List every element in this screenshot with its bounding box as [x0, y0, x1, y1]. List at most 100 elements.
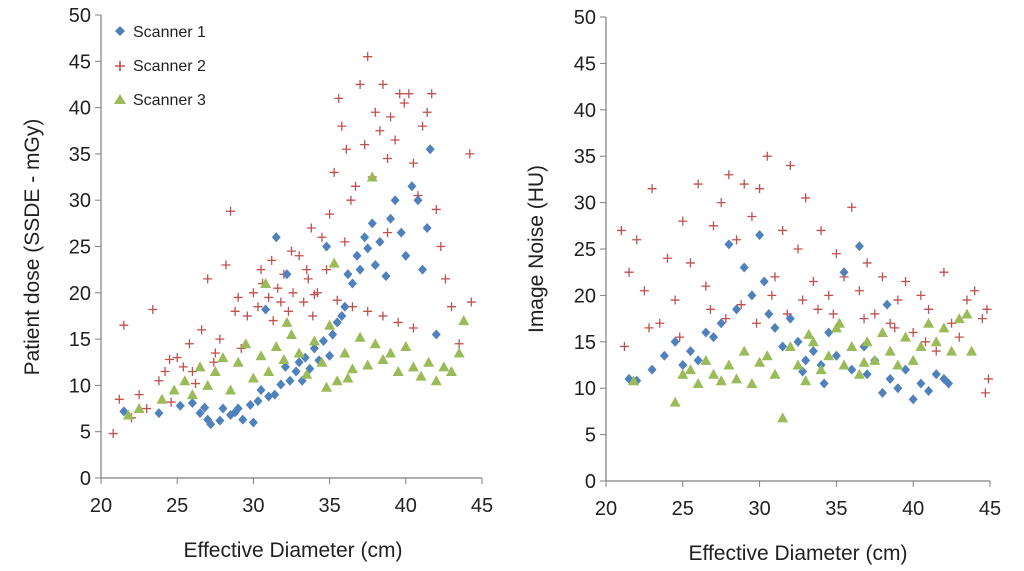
left-point-scanner-2 [197, 325, 207, 335]
left-point-scanner-1 [401, 250, 411, 261]
left-point-scanner-1 [340, 301, 350, 312]
left-y-tick-label: 5 [80, 422, 91, 444]
right-x-axis-title: Effective Diameter (cm) [689, 542, 908, 565]
right-point-scanner-2 [982, 304, 992, 314]
right-point-scanner-2 [980, 388, 990, 398]
left-point-scanner-2 [226, 206, 236, 216]
right-y-tick-label: 45 [574, 53, 596, 75]
left-point-scanner-3 [458, 315, 470, 326]
left-y-tick-label: 35 [69, 144, 91, 166]
left-point-scanner-3 [354, 331, 366, 342]
left-point-scanner-2 [306, 223, 316, 233]
right-point-scanner-1 [709, 332, 719, 343]
left-point-scanner-2 [347, 302, 357, 312]
right-point-scanner-2 [767, 290, 777, 300]
right-point-scanner-3 [738, 345, 750, 356]
right-point-scanner-2 [870, 309, 880, 319]
left-point-scanner-3 [168, 384, 180, 395]
right-y-tick-label: 20 [574, 285, 596, 307]
right-point-scanner-3 [823, 350, 835, 361]
right-point-scanner-1 [908, 394, 918, 405]
left-point-scanner-3 [328, 257, 340, 268]
left-point-scanner-2 [184, 339, 194, 349]
left-point-scanner-2 [288, 288, 298, 298]
right-point-scanner-3 [723, 359, 735, 370]
right-point-scanner-2 [901, 276, 911, 286]
right-point-scanner-3 [838, 359, 850, 370]
left-point-scanner-3 [270, 341, 282, 352]
right-point-scanner-1 [770, 322, 780, 333]
right-point-scanner-2 [755, 184, 765, 194]
right-point-scanner-2 [732, 235, 742, 245]
right-point-scanner-2 [877, 272, 887, 282]
left-point-scanner-2 [317, 232, 327, 242]
right-point-scanner-2 [662, 253, 672, 263]
left-panel: 0 5 10 15 20 25 30 35 40 45 50 20 25 30 35 40 45 Effecti… [21, 5, 493, 562]
left-point-scanner-2 [268, 316, 278, 326]
right-point-scanner-1 [670, 336, 680, 347]
right-y-axis-title: Image Noise (HU) [525, 165, 548, 333]
left-point-scanner-2 [233, 292, 243, 302]
right-point-scanner-2 [828, 309, 838, 319]
right-point-scanner-1 [916, 378, 926, 389]
right-point-scanner-3 [803, 328, 815, 339]
left-point-scanner-2 [466, 297, 476, 307]
left-point-scanner-2 [404, 89, 414, 99]
left-point-scanner-1 [215, 415, 225, 426]
left-point-scanner-2 [418, 121, 428, 131]
right-point-scanner-2 [924, 304, 934, 314]
left-point-scanner-3 [446, 366, 458, 377]
right-point-scanner-2 [701, 281, 711, 291]
right-point-scanner-2 [770, 272, 780, 282]
left-point-scanner-2 [215, 334, 225, 344]
left-point-scanner-2 [454, 339, 464, 349]
left-point-scanner-2 [399, 98, 409, 108]
left-point-scanner-2 [148, 304, 158, 314]
right-point-scanner-2 [647, 184, 657, 194]
left-point-scanner-2 [114, 394, 124, 404]
right-point-scanner-2 [939, 267, 949, 277]
left-point-scanner-2 [440, 274, 450, 284]
left-point-scanner-3 [260, 278, 272, 289]
right-point-scanner-1 [724, 239, 734, 250]
right-point-scanner-2 [808, 276, 818, 286]
left-point-scanner-3 [217, 352, 229, 363]
right-x-tick-label: 30 [748, 498, 770, 520]
right-point-scanner-1 [831, 350, 841, 361]
left-point-scanner-1 [238, 414, 248, 425]
left-point-scanner-3 [331, 375, 343, 386]
right-point-scanner-3 [669, 396, 681, 407]
right-point-scanner-3 [884, 345, 896, 356]
left-point-scanner-3 [392, 366, 404, 377]
left-x-tick-label: 20 [90, 495, 112, 517]
left-y-tick-label: 45 [69, 51, 91, 73]
right-point-scanner-2 [616, 225, 626, 235]
right-point-scanner-3 [961, 308, 973, 319]
right-point-scanner-3 [731, 373, 743, 384]
right-point-scanner-3 [628, 375, 640, 386]
left-y-tick-label: 25 [69, 237, 91, 259]
left-point-scanner-2 [242, 311, 252, 321]
right-point-scanner-3 [800, 375, 812, 386]
right-point-scanner-1 [801, 355, 811, 366]
left-point-scanner-2 [363, 52, 373, 62]
right-point-scanner-1 [764, 308, 774, 319]
left-point-scanner-1 [319, 335, 329, 346]
left-point-scanner-1 [282, 269, 292, 280]
right-point-scanner-2 [793, 244, 803, 254]
left-point-scanner-2 [334, 93, 344, 103]
right-point-scanner-3 [907, 354, 919, 365]
left-point-scanner-3 [255, 350, 267, 361]
left-x-axis-title: Effective Diameter (cm) [184, 539, 403, 562]
left-y-tick-label: 20 [69, 283, 91, 305]
left-point-scanner-1 [270, 389, 280, 400]
right-point-scanner-2 [624, 267, 634, 277]
left-point-scanner-2 [190, 379, 200, 389]
left-point-scanner-1 [367, 218, 377, 229]
right-point-scanner-2 [824, 290, 834, 300]
left-point-scanner-2 [230, 306, 240, 316]
left-point-scanner-1 [261, 304, 271, 315]
left-x-tick-label: 25 [166, 495, 188, 517]
left-point-scanner-3 [179, 375, 191, 386]
